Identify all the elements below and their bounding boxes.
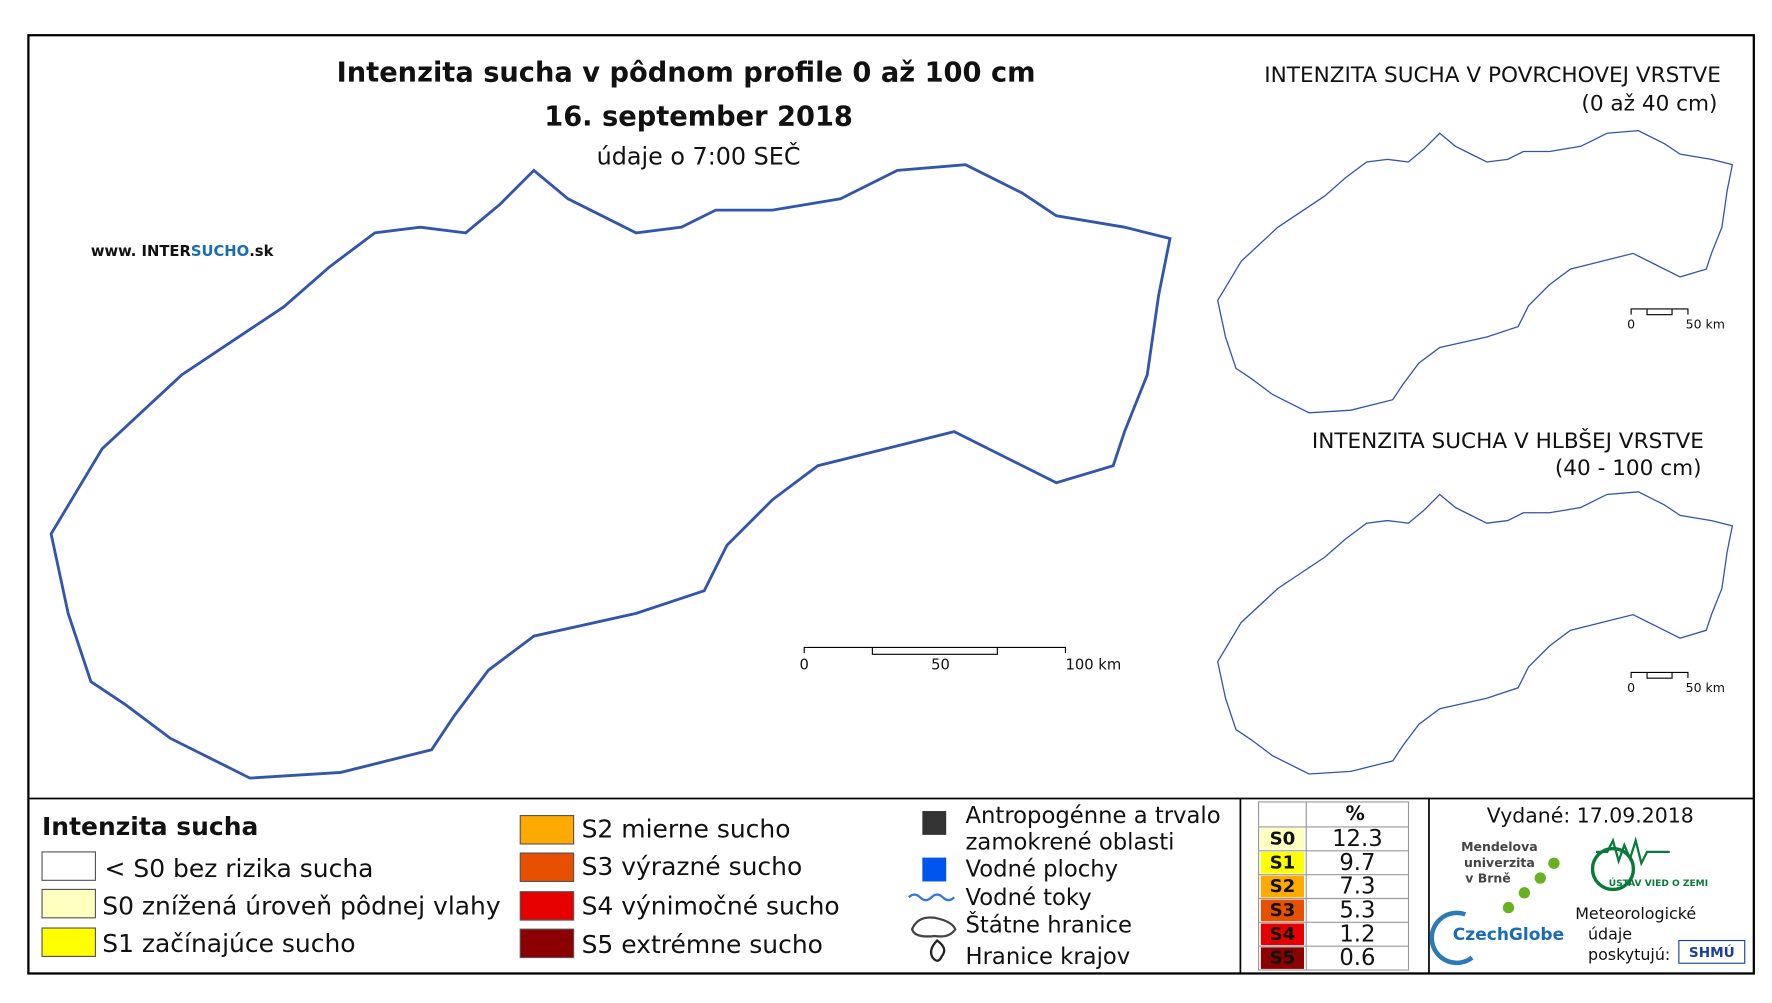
- class-cell: [1260, 828, 1305, 850]
- website: www. INTERSUCHO.sk: [91, 243, 275, 260]
- legend-label: Hranice krajov: [966, 944, 1131, 970]
- percent-value: 1.2: [1339, 921, 1375, 947]
- water-symbol: [922, 857, 947, 882]
- deep-depth: (40 - 100 cm): [1555, 456, 1702, 481]
- scale-label: 0: [1627, 680, 1635, 695]
- issued-date: Vydané: 17.09.2018: [1487, 804, 1694, 828]
- ustav-logo: [1595, 836, 1670, 867]
- shmu-logo: [1678, 939, 1746, 964]
- czechglobe-arc: [1429, 910, 1474, 966]
- class-label: S3: [1270, 900, 1296, 921]
- legend-title: Intenzita sucha: [42, 812, 258, 841]
- scale-label: 50: [931, 657, 950, 674]
- logo-text: univerzita: [1464, 855, 1535, 870]
- deep-title: INTENZITA SUCHA V HLBŠEJ VRSTVE: [1312, 428, 1704, 454]
- ustav-logo: [1590, 846, 1636, 892]
- surface-title: INTENZITA SUCHA V POVRCHOVEJ VRSTVE: [1264, 63, 1721, 88]
- legend-label: S5 extrémne sucho: [582, 930, 823, 959]
- class-label: S5: [1270, 948, 1296, 969]
- percent-table: % S0 12.3 S1 9.7 S2 7.3 S3 5.3 S4 1.2 S5 0.6: [1258, 801, 1410, 971]
- urban-symbol: [922, 811, 947, 835]
- class-label: S1: [1270, 852, 1296, 873]
- legend-label: S4 výnimočné sucho: [582, 892, 840, 921]
- map-date: 16. september 2018: [544, 102, 853, 133]
- legend-label: Vodné plochy: [966, 857, 1119, 883]
- class-cell: [1260, 923, 1305, 946]
- meteo-text: Meteorologické: [1575, 904, 1696, 923]
- legend-swatches: [41, 815, 575, 959]
- class-label: S0: [1270, 828, 1296, 849]
- logo-text: Mendelova: [1461, 839, 1538, 854]
- class-label: S4: [1270, 924, 1296, 945]
- legend-label: S2 mierne sucho: [582, 814, 791, 843]
- legend-label: Antropogénne a trvalo: [966, 803, 1221, 829]
- scale-bar: [1630, 671, 1689, 679]
- legend-label: Vodné toky: [966, 885, 1092, 911]
- class-cell: [1260, 947, 1305, 969]
- legend-label: Štátne hranice: [966, 910, 1132, 938]
- map-title: Intenzita sucha v pôdnom profile 0 až 10…: [337, 57, 1036, 88]
- legend-label: S1 začínajúce sucho: [102, 929, 355, 958]
- class-label: S2: [1270, 876, 1296, 897]
- scale-label: 50 km: [1686, 316, 1725, 331]
- percent-value: 0.6: [1339, 945, 1375, 971]
- logo-text: v Brně: [1465, 871, 1511, 886]
- class-cell: [1260, 899, 1305, 922]
- scale-label: 0: [800, 657, 809, 674]
- table-header: %: [1345, 802, 1364, 825]
- region-symbol: [929, 939, 946, 962]
- percent-value: 5.3: [1339, 897, 1375, 923]
- percent-value: 12.3: [1332, 826, 1383, 852]
- class-cell: [1260, 851, 1305, 874]
- scale-label: 0: [1627, 316, 1635, 331]
- logo-text: SHMÚ: [1689, 943, 1735, 961]
- legend-label: S0 znížená úroveň pôdnej vlahy: [102, 892, 501, 921]
- class-cell: [1260, 875, 1305, 898]
- scale-label: 100 km: [1065, 657, 1121, 674]
- scale-label: 50 km: [1686, 680, 1725, 695]
- logo-text: CzechGlobe: [1453, 925, 1564, 945]
- map-time: údaje o 7:00 SEČ: [597, 142, 801, 170]
- scale-bar: [803, 646, 1067, 655]
- scale-bar: [1630, 308, 1689, 316]
- legend-label: < S0 bez rizika sucha: [105, 854, 374, 883]
- surface-depth: (0 až 40 cm): [1581, 92, 1717, 117]
- main-map: [49, 163, 1172, 780]
- logo-text: ÚSTAV VIED O ZEMI: [1609, 877, 1708, 889]
- border-symbol: [910, 916, 957, 938]
- mendel-dots: [1502, 857, 1560, 914]
- meteo-text: poskytujú:: [1588, 945, 1670, 964]
- percent-value: 9.7: [1339, 850, 1375, 876]
- legend-label: zamokrené oblasti: [966, 829, 1175, 855]
- percent-value: 7.3: [1339, 874, 1375, 900]
- river-symbol: [907, 893, 955, 902]
- meteo-text: údaje: [1588, 924, 1632, 943]
- legend-label: S3 výrazné sucho: [582, 852, 803, 881]
